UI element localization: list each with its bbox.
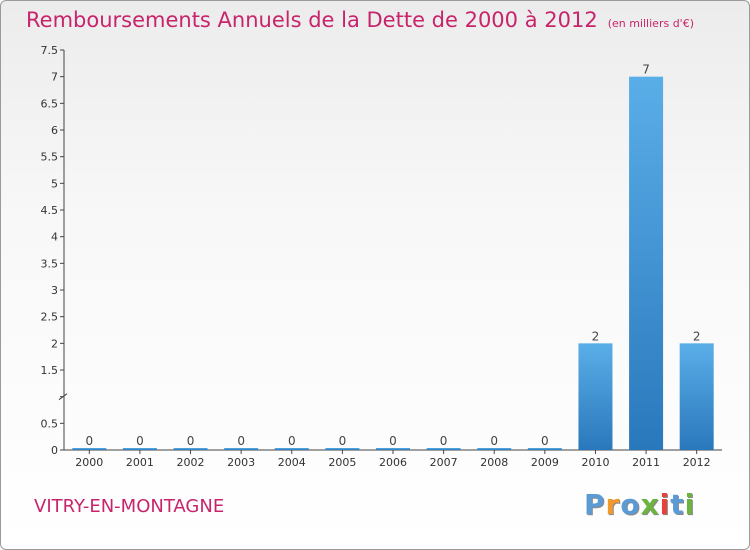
y-tick-label: 0 [51, 444, 58, 457]
logo-letter: t [670, 488, 685, 521]
x-tick-label: 2003 [227, 456, 255, 469]
data-label: 0 [237, 434, 245, 448]
logo-letter: i [659, 488, 671, 521]
x-tick-label: 2005 [328, 456, 356, 469]
y-tick-label: 4 [51, 231, 58, 244]
x-tick-label: 2000 [75, 456, 103, 469]
bar [477, 448, 512, 450]
data-label: 2 [592, 329, 600, 343]
x-tick-label: 2001 [126, 456, 154, 469]
y-tick-label: 3.5 [41, 257, 59, 270]
x-tick-label: 2004 [278, 456, 306, 469]
data-label: 0 [490, 434, 498, 448]
y-tick-label: 5 [51, 177, 58, 190]
bar [376, 448, 410, 450]
x-tick-label: 2007 [430, 456, 458, 469]
proxiti-logo: Proxiti [584, 488, 695, 521]
data-label: 0 [136, 434, 144, 448]
x-tick-label: 2008 [480, 456, 508, 469]
logo-letter: x [640, 488, 660, 521]
data-label: 0 [288, 434, 296, 448]
y-tick-label: 4.5 [41, 204, 59, 217]
logo-letter: r [605, 488, 621, 521]
logo-letter: i [684, 488, 696, 521]
data-label: 0 [85, 434, 93, 448]
data-label: 0 [440, 434, 448, 448]
city-name: VITRY-EN-MONTAGNE [34, 496, 225, 517]
bar [274, 448, 309, 450]
data-label: 0 [187, 434, 195, 448]
chart-unit: (en milliers d'€) [607, 17, 694, 30]
x-tick-label: 2009 [531, 456, 559, 469]
y-tick-label: 5.5 [41, 151, 59, 164]
bar [325, 448, 360, 450]
y-tick-label: 7 [51, 71, 58, 84]
x-tick-label: 2010 [581, 456, 609, 469]
bar [578, 343, 613, 450]
y-tick-label: 6.5 [41, 97, 59, 110]
data-label: 0 [541, 434, 549, 448]
x-tick-label: 2006 [379, 456, 407, 469]
x-tick-label: 2012 [683, 456, 711, 469]
y-tick-label: 2 [51, 337, 58, 350]
x-tick-label: 2002 [177, 456, 205, 469]
x-tick-label: 2011 [632, 456, 660, 469]
data-label: 7 [642, 63, 650, 77]
logo-letter: o [620, 488, 641, 521]
y-tick-label: 3 [51, 284, 58, 297]
chart-title-text: Remboursements Annuels de la Dette de 20… [26, 8, 598, 32]
y-tick-label: 6 [51, 124, 58, 137]
data-label: 0 [339, 434, 347, 448]
bar [224, 448, 259, 450]
y-tick-label: 1.5 [41, 364, 59, 377]
logo-letter: P [584, 488, 606, 521]
bar [426, 448, 461, 450]
y-axis-break [58, 393, 68, 401]
bar [173, 448, 208, 450]
bar [527, 448, 562, 450]
bar [629, 76, 664, 451]
y-tick-label: 0.5 [41, 417, 59, 430]
y-tick-label: 2.5 [41, 311, 59, 324]
chart-title: Remboursements Annuels de la Dette de 20… [26, 8, 694, 32]
data-label: 0 [389, 434, 397, 448]
data-label: 2 [693, 329, 701, 343]
bar [122, 448, 157, 450]
y-tick-label: 7.5 [41, 44, 59, 57]
bar [679, 343, 714, 450]
bar [72, 448, 107, 450]
